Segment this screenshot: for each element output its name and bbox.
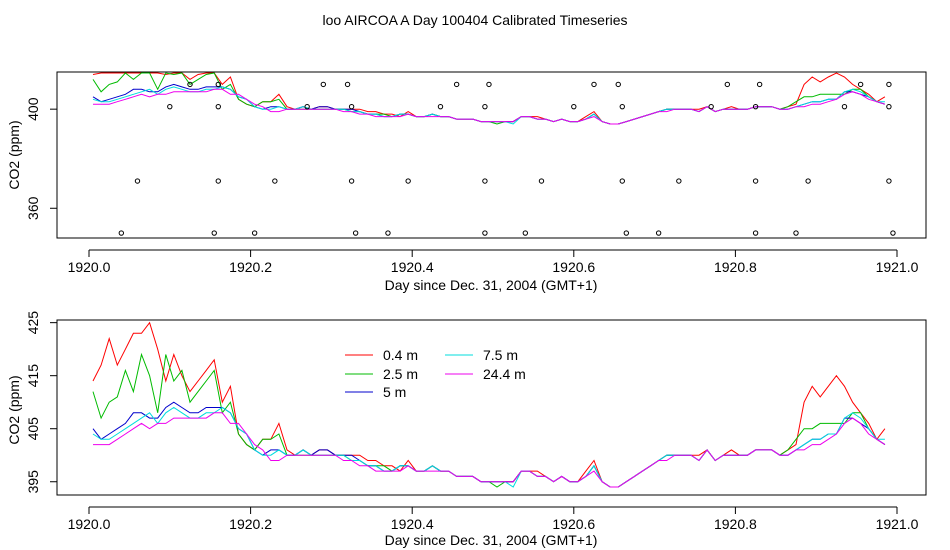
panel-bottom-series (92, 321, 886, 488)
panel-bottom: 1920.0 1920.2 1920.4 1920.6 1920.8 1921.0 395… (6, 311, 927, 548)
panel-top-point (344, 81, 351, 88)
panel-top-point (167, 103, 173, 110)
panel-top-point (482, 178, 488, 184)
panel-top-point (538, 178, 545, 184)
panel-bottom-y-tick-label: 425 (25, 311, 41, 335)
panel-top-point (385, 230, 391, 236)
panel-top-point (272, 178, 278, 184)
panel-top-point (453, 81, 460, 88)
panel-bottom-y-tick-label: 405 (25, 417, 41, 441)
panel-top-point (348, 103, 355, 110)
panel-top-y-label: CO2 (ppm) (6, 120, 22, 189)
panel-top-point (886, 178, 892, 184)
panel-top-point (890, 230, 896, 236)
panel-top-point (805, 178, 811, 184)
panel-bottom-y-label: CO2 (ppm) (6, 375, 22, 444)
panel-bottom-x-tick-label: 1920.0 (68, 516, 111, 532)
panel-top-point (486, 81, 492, 88)
panel-top-point (215, 81, 221, 88)
panel-top-frame (56, 71, 927, 239)
panel-top-x-axis: 1920.0 1920.2 1920.4 1920.6 1920.8 1921.0 (68, 249, 919, 275)
panel-top-x-tick-label: 1920.0 (68, 259, 111, 275)
panel-top-point (215, 178, 221, 184)
panel-top-x-tick-label: 1921.0 (876, 259, 919, 275)
legend-label: 5 m (383, 384, 406, 400)
panel-top-point (482, 230, 488, 236)
panel-bottom-x-axis: 1920.0 1920.2 1920.4 1920.6 1920.8 1921.0 (68, 506, 919, 532)
legend-label: 7.5 m (483, 347, 518, 363)
legend: 0.4 m 2.5 m 5 m 7.5 m 24.4 m (345, 347, 526, 400)
legend-label: 2.5 m (383, 366, 418, 382)
panel-top-point (522, 230, 529, 236)
figure-title: loo AIRCOA A Day 100404 Calibrated Times… (322, 12, 627, 28)
panel-top-point (304, 103, 310, 110)
legend-label: 24.4 m (483, 366, 526, 382)
panel-top-point (655, 230, 662, 236)
panel-top-series (92, 72, 886, 125)
panel-bottom-y-tick-label: 415 (25, 364, 41, 388)
panel-top-series-line-0 (92, 72, 886, 125)
panel-bottom-x-tick-label: 1920.4 (391, 516, 434, 532)
panel-top-x-label: Day since Dec. 31, 2004 (GMT+1) (385, 277, 598, 293)
panel-bottom-series-line-4 (93, 412, 886, 488)
panel-top-point (134, 178, 141, 184)
panel-bottom-x-tick-label: 1920.8 (714, 516, 757, 532)
panel-bottom-x-tick-label: 1921.0 (876, 516, 919, 532)
panel-top-x-tick-label: 1920.6 (552, 259, 595, 275)
panel-top-point (405, 178, 411, 184)
panel-top-point (571, 103, 577, 110)
panel-bottom-x-tick-label: 1920.2 (229, 516, 272, 532)
panel-bottom-x-tick-label: 1920.6 (552, 516, 595, 532)
panel-top-point (756, 81, 763, 88)
panel-top-point (886, 81, 892, 88)
panel-top-point (724, 81, 731, 88)
panel-top-point (352, 230, 359, 236)
panel-top-point (623, 230, 630, 236)
panel-top-point (215, 103, 221, 110)
panel-top-series-line-1 (92, 72, 886, 125)
panel-top-point (708, 103, 714, 110)
panel-top-point (482, 103, 488, 110)
panel-top-point (752, 230, 759, 236)
panel-top-point (857, 81, 864, 88)
panel-top-y-tick-label: 360 (25, 196, 41, 220)
panel-top-point (320, 81, 327, 88)
panel-top-series-line-4 (93, 88, 886, 125)
panel-top-point (841, 103, 848, 110)
panel-top-y-tick-label: 400 (25, 97, 41, 121)
panel-top-point (187, 81, 193, 88)
panel-top-points (118, 81, 896, 236)
panel-top-x-tick-label: 1920.4 (391, 259, 434, 275)
panel-top-point (619, 103, 625, 110)
panel-top-point (752, 103, 759, 110)
panel-top-series-line-3 (92, 86, 885, 125)
panel-top-point (793, 230, 799, 236)
panel-top-x-tick-label: 1920.8 (714, 259, 757, 275)
panel-top-point (676, 178, 682, 184)
panel-bottom-y-axis: 395 405 415 425 (25, 311, 58, 494)
panel-top-point (211, 230, 217, 236)
panel-top-point (251, 230, 258, 236)
panel-top-point (118, 230, 125, 236)
panel-bottom-series-line-3 (92, 406, 885, 488)
panel-top-point (886, 103, 892, 110)
panel-top: 1920.0 1920.2 1920.4 1920.6 1920.8 1921.0 360… (6, 71, 927, 293)
panel-bottom-y-tick-label: 395 (25, 470, 41, 494)
panel-top-point (619, 178, 625, 184)
panel-top-x-tick-label: 1920.2 (229, 259, 272, 275)
legend-label: 0.4 m (383, 347, 418, 363)
panel-top-point (752, 178, 759, 184)
panel-top-point (437, 103, 444, 110)
panel-top-y-axis: 360 400 (25, 97, 58, 220)
panel-top-point (615, 81, 621, 88)
panel-bottom-x-label: Day since Dec. 31, 2004 (GMT+1) (385, 532, 598, 548)
panel-top-point (591, 81, 597, 88)
panel-top-point (348, 178, 355, 184)
